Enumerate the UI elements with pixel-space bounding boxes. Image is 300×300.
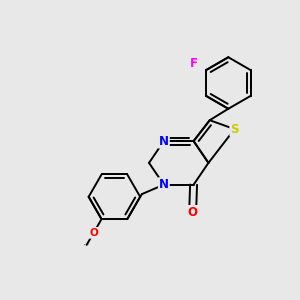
Text: N: N xyxy=(159,135,169,148)
Text: methoxy: methoxy xyxy=(83,244,90,245)
Text: O: O xyxy=(89,228,98,238)
Text: F: F xyxy=(190,57,198,70)
Text: N: N xyxy=(159,178,169,191)
Text: S: S xyxy=(230,123,239,136)
Text: O: O xyxy=(188,206,198,219)
